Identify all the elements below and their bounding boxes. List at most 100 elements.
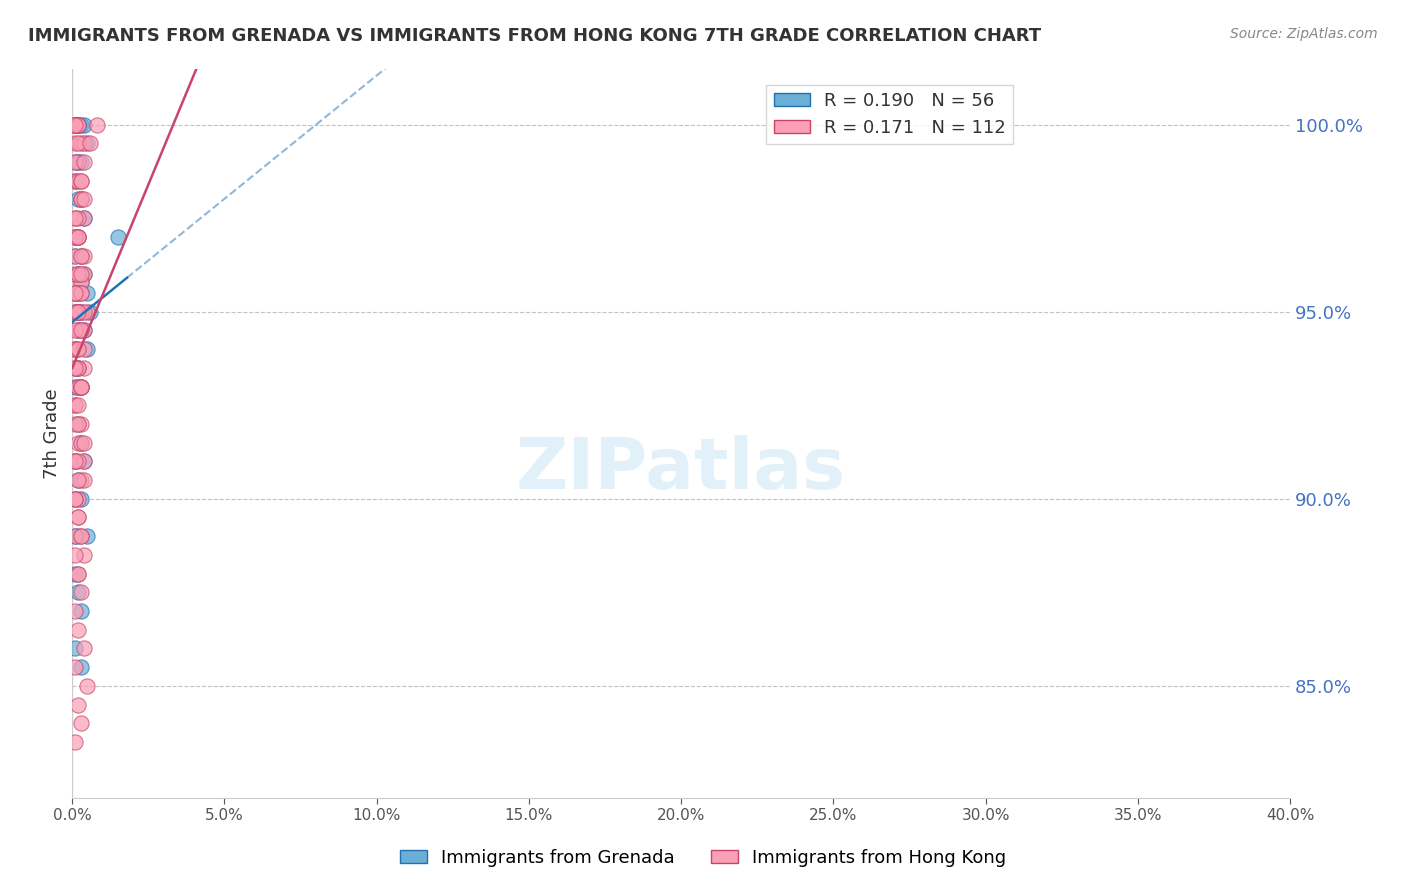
Point [65, 230, 87, 244]
Point [65, 174, 87, 188]
Point [65, 360, 87, 375]
Point [65, 641, 87, 656]
Point [65, 342, 87, 356]
Point [65, 230, 87, 244]
Point [70, 136, 93, 151]
Point [67, 342, 90, 356]
Point [65, 304, 87, 318]
Point [70, 174, 93, 188]
Point [70, 304, 93, 318]
Point [73, 155, 96, 169]
Point [65, 304, 87, 318]
Point [67, 585, 90, 599]
Point [67, 304, 90, 318]
Point [65, 118, 87, 132]
Point [67, 379, 90, 393]
Point [67, 155, 90, 169]
Point [70, 379, 93, 393]
Point [70, 174, 93, 188]
Legend: Immigrants from Grenada, Immigrants from Hong Kong: Immigrants from Grenada, Immigrants from… [392, 842, 1014, 874]
Point [67, 379, 90, 393]
Point [65, 323, 87, 337]
Point [73, 641, 96, 656]
Point [65, 249, 87, 263]
Point [70, 473, 93, 487]
Point [65, 735, 87, 749]
Point [65, 249, 87, 263]
Point [65, 417, 87, 431]
Point [65, 360, 87, 375]
Point [67, 566, 90, 581]
Point [76, 679, 98, 693]
Point [70, 285, 93, 300]
Point [70, 604, 93, 618]
Point [67, 230, 90, 244]
Point [67, 118, 90, 132]
Point [67, 267, 90, 281]
Point [67, 155, 90, 169]
Point [76, 529, 98, 543]
Point [67, 136, 90, 151]
Point [65, 304, 87, 318]
Point [70, 193, 93, 207]
Point [70, 716, 93, 731]
Point [76, 304, 98, 318]
Point [76, 136, 98, 151]
Point [67, 323, 90, 337]
Legend: R = 0.190   N = 56, R = 0.171   N = 112: R = 0.190 N = 56, R = 0.171 N = 112 [766, 85, 1014, 145]
Point [70, 323, 93, 337]
Point [73, 136, 96, 151]
Point [70, 379, 93, 393]
Point [65, 118, 87, 132]
Point [67, 230, 90, 244]
Point [70, 275, 93, 289]
Point [70, 379, 93, 393]
Point [65, 155, 87, 169]
Point [70, 267, 93, 281]
Point [65, 454, 87, 468]
Point [70, 660, 93, 674]
Point [67, 118, 90, 132]
Point [65, 660, 87, 674]
Point [67, 267, 90, 281]
Point [73, 360, 96, 375]
Point [65, 379, 87, 393]
Point [73, 249, 96, 263]
Point [65, 491, 87, 506]
Point [70, 249, 93, 263]
Point [76, 285, 98, 300]
Point [67, 529, 90, 543]
Point [67, 698, 90, 712]
Point [67, 566, 90, 581]
Point [70, 249, 93, 263]
Point [79, 136, 101, 151]
Point [67, 342, 90, 356]
Point [65, 604, 87, 618]
Point [65, 398, 87, 412]
Text: IMMIGRANTS FROM GRENADA VS IMMIGRANTS FROM HONG KONG 7TH GRADE CORRELATION CHART: IMMIGRANTS FROM GRENADA VS IMMIGRANTS FR… [28, 27, 1042, 45]
Point [67, 360, 90, 375]
Point [70, 529, 93, 543]
Point [73, 342, 96, 356]
Point [73, 435, 96, 450]
Point [67, 360, 90, 375]
Point [67, 473, 90, 487]
Point [65, 118, 87, 132]
Point [67, 267, 90, 281]
Point [73, 323, 96, 337]
Point [73, 304, 96, 318]
Point [107, 230, 129, 244]
Point [70, 379, 93, 393]
Point [67, 193, 90, 207]
Point [70, 193, 93, 207]
Point [67, 118, 90, 132]
Point [67, 510, 90, 524]
Point [65, 285, 87, 300]
Text: ZIPatlas: ZIPatlas [516, 435, 846, 504]
Point [70, 585, 93, 599]
Point [67, 285, 90, 300]
Point [65, 118, 87, 132]
Point [65, 360, 87, 375]
Point [65, 342, 87, 356]
Point [73, 193, 96, 207]
